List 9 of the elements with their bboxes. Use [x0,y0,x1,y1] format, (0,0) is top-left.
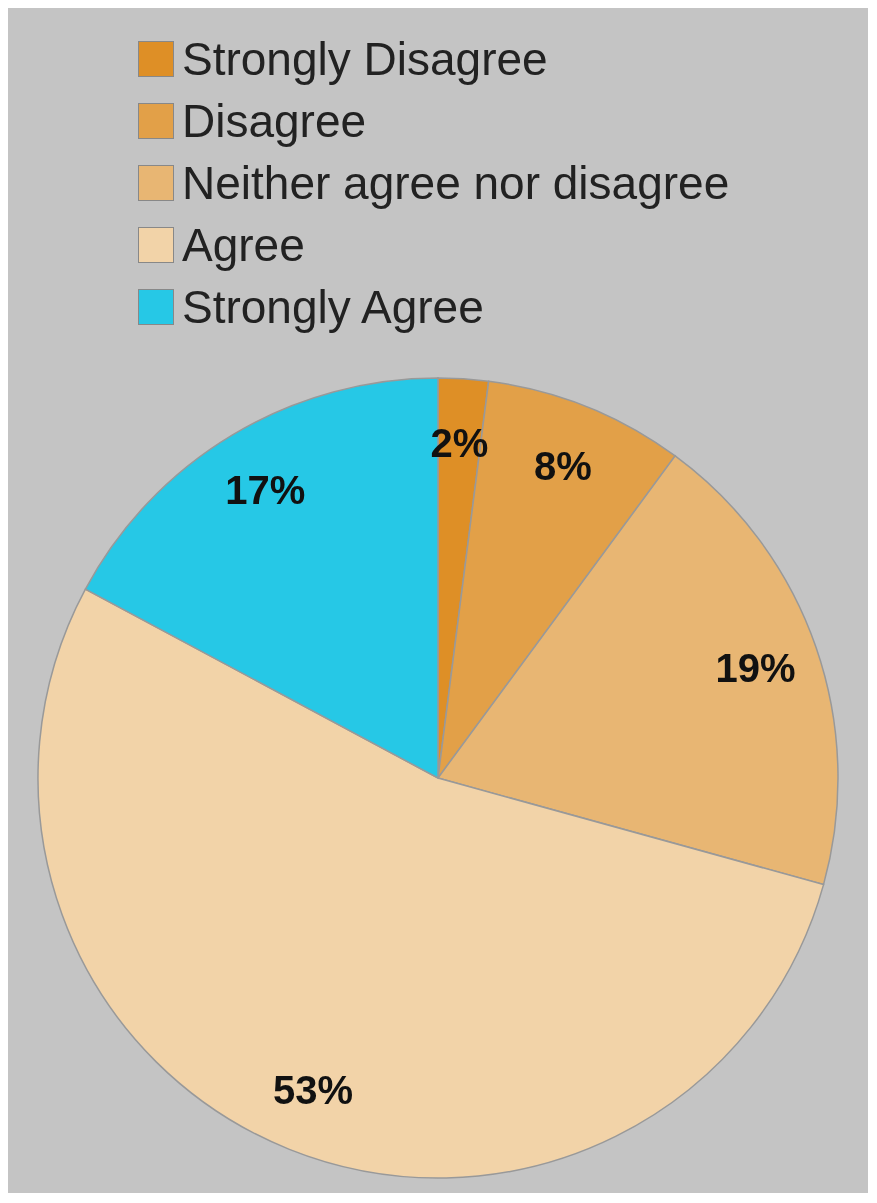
data-label: 53% [273,1067,354,1112]
legend-label: Strongly Agree [182,280,484,334]
data-label: 17% [225,467,306,512]
legend-label: Strongly Disagree [182,32,548,86]
data-label: 8% [533,444,592,489]
legend-label: Agree [182,218,305,272]
legend-label: Disagree [182,94,367,148]
legend-label: Neither agree nor disagree [182,156,730,210]
data-label: 19% [715,646,796,691]
